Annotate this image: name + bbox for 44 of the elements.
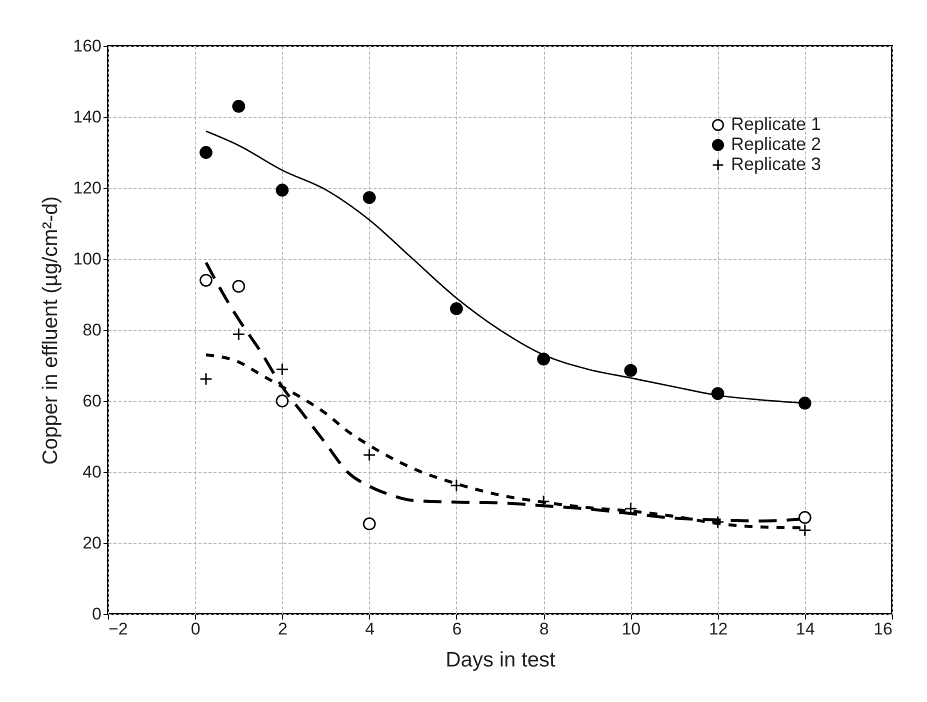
x-tick-label: 8 bbox=[539, 620, 549, 638]
point bbox=[232, 280, 246, 293]
point bbox=[276, 362, 289, 376]
point bbox=[276, 394, 289, 408]
point bbox=[537, 352, 550, 366]
y-tick-label: 20 bbox=[82, 534, 102, 552]
x-tick-label: 10 bbox=[622, 620, 641, 638]
x-tick-label: 6 bbox=[452, 620, 462, 638]
y-tick-label: 100 bbox=[73, 250, 102, 268]
point bbox=[200, 372, 212, 386]
point bbox=[232, 100, 246, 113]
point bbox=[711, 387, 724, 400]
x-tick-label: 14 bbox=[796, 620, 815, 638]
point bbox=[450, 302, 463, 316]
y-tick-label: 160 bbox=[73, 36, 102, 56]
y-tick-label: 60 bbox=[82, 392, 102, 410]
point bbox=[798, 524, 812, 537]
y-tick-label: 40 bbox=[82, 462, 102, 482]
point bbox=[624, 364, 638, 377]
x-tick-label: 4 bbox=[365, 620, 375, 638]
point bbox=[711, 516, 724, 529]
point bbox=[362, 517, 376, 530]
legend-label: Replicate 3 bbox=[731, 154, 822, 174]
x-tick-label: 2 bbox=[278, 620, 288, 638]
legend-label: Replicate 2 bbox=[731, 134, 822, 154]
point bbox=[232, 328, 246, 341]
point bbox=[276, 184, 289, 197]
x-tick-label: 0 bbox=[190, 620, 200, 638]
point bbox=[200, 146, 212, 159]
y-tick-label: 120 bbox=[73, 178, 102, 198]
point bbox=[798, 396, 812, 410]
point bbox=[200, 274, 212, 287]
x-tick-label: 12 bbox=[708, 620, 728, 638]
x-axis-title: Days in test bbox=[446, 648, 556, 672]
x-tick-label: 16 bbox=[874, 620, 892, 638]
y-tick-label: 140 bbox=[73, 108, 102, 126]
point bbox=[362, 191, 376, 204]
point bbox=[362, 448, 376, 462]
x-tick-label: −2 bbox=[108, 620, 128, 638]
y-axis-title: Copper in effluent (µg/cm²-d) bbox=[39, 196, 62, 465]
legend-label: Replicate 1 bbox=[731, 114, 822, 134]
point bbox=[798, 511, 812, 524]
y-tick-label: 80 bbox=[82, 320, 102, 340]
y-tick-label: 0 bbox=[92, 604, 102, 624]
